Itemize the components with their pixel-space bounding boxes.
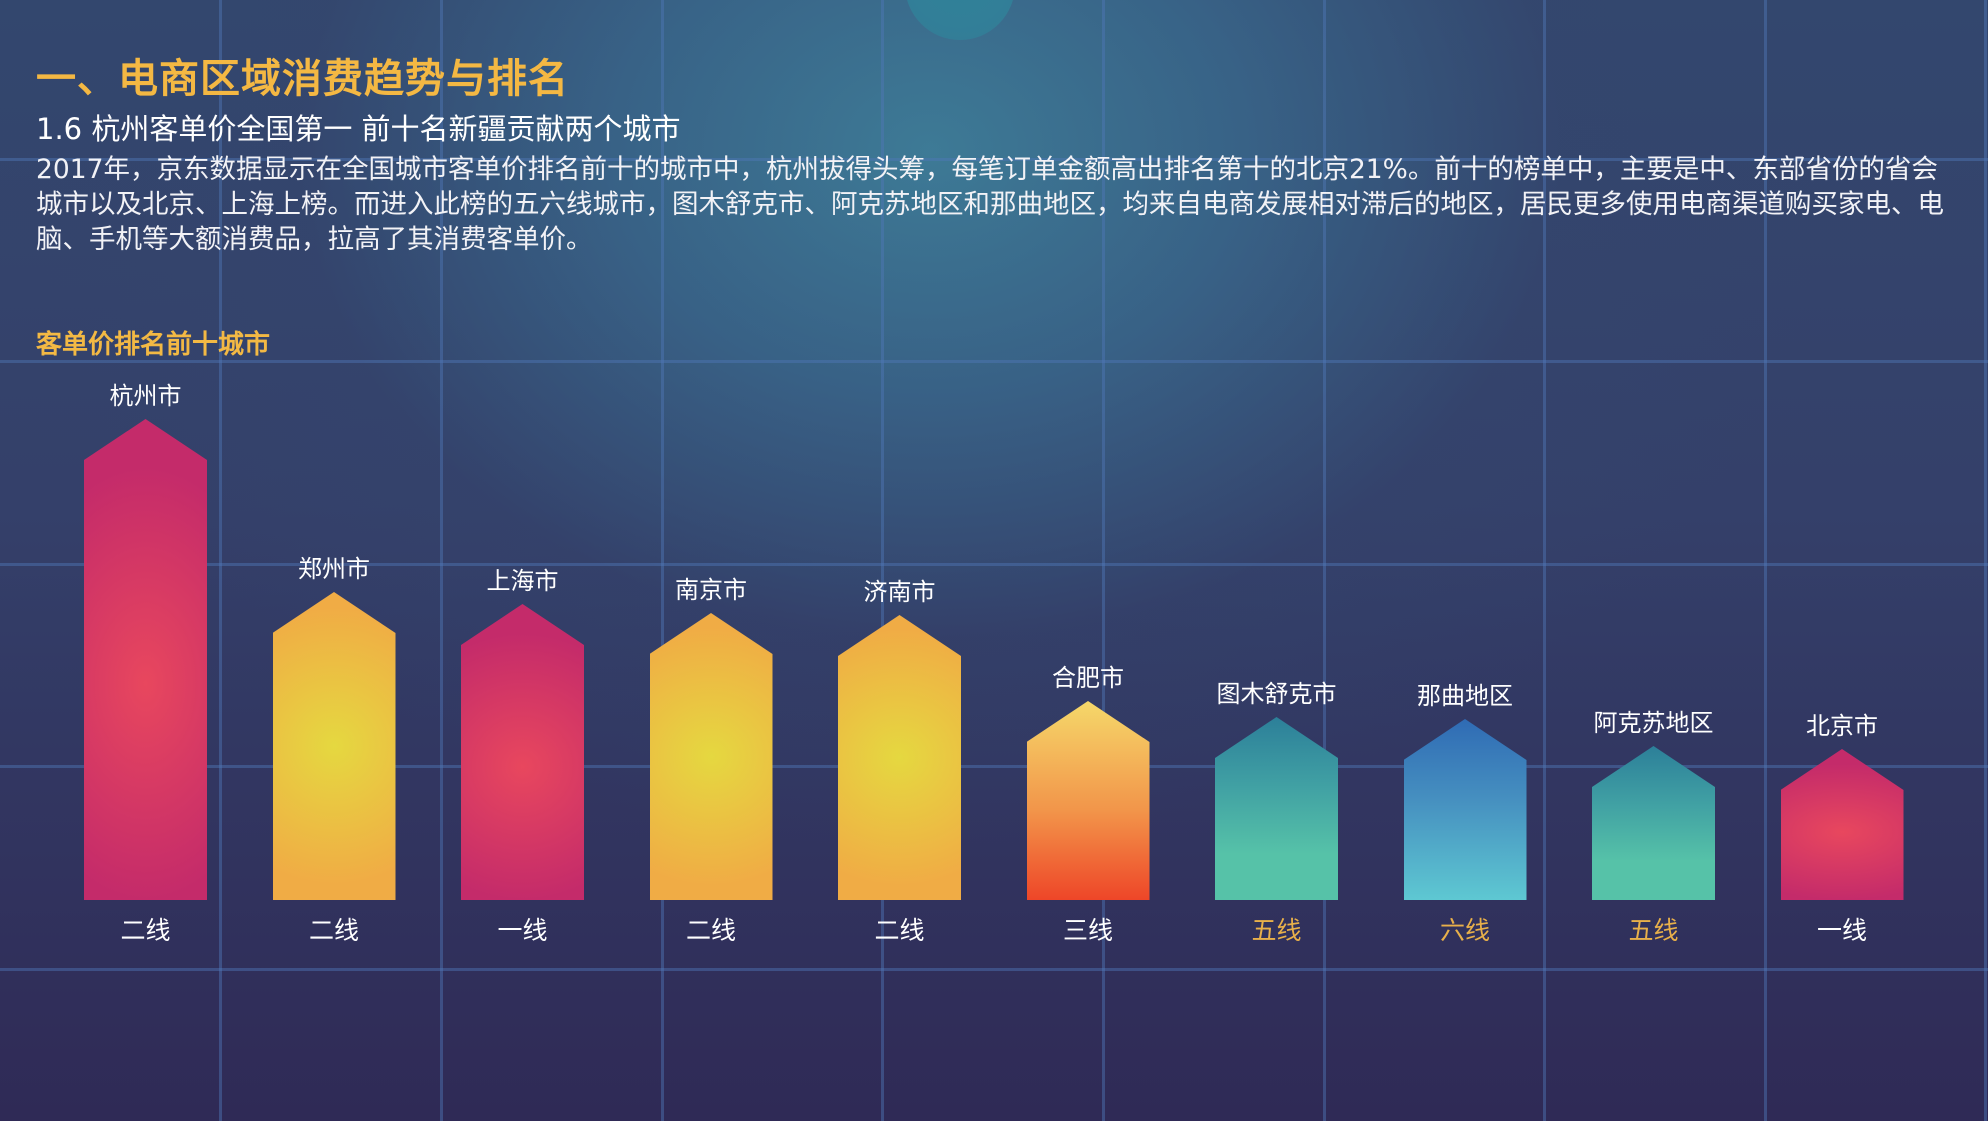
city-label: 北京市 — [1806, 712, 1878, 740]
city-tier-label: 二线 — [874, 916, 925, 945]
description-paragraph: 2017年，京东数据显示在全国城市客单价排名前十的城市中，杭州拔得头筹，每笔订单… — [36, 154, 1944, 255]
bar-6 — [1026, 701, 1150, 900]
city-label: 那曲地区 — [1417, 682, 1513, 710]
city-label: 杭州市 — [109, 382, 182, 410]
city-label: 图木舒克市 — [1216, 680, 1337, 708]
city-tier-label: 六线 — [1439, 916, 1490, 945]
bar-4 — [649, 613, 773, 900]
bar-7 — [1215, 717, 1338, 900]
city-tier-label: 五线 — [1628, 916, 1679, 945]
city-label: 济南市 — [863, 578, 936, 606]
section-subtitle: 1.6 杭州客单价全国第一 前十名新疆贡献两个城市 — [36, 112, 681, 146]
city-label: 合肥市 — [1052, 664, 1124, 692]
bar-3 — [461, 604, 584, 900]
city-tier-label: 一线 — [497, 916, 548, 945]
city-label: 南京市 — [675, 576, 747, 604]
city-tier-label: 三线 — [1062, 916, 1113, 945]
city-tier-label: 二线 — [120, 916, 171, 945]
page-title: 一、电商区域消费趋势与排名 — [36, 56, 569, 102]
decorative-circle — [905, 0, 1015, 40]
city-tier-label: 二线 — [308, 916, 359, 945]
city-tier-label: 二线 — [685, 916, 736, 945]
city-label: 上海市 — [486, 567, 559, 595]
bar-5 — [838, 615, 961, 900]
city-label: 阿克苏地区 — [1593, 709, 1714, 737]
bar-10 — [1780, 749, 1904, 900]
city-tier-label: 一线 — [1816, 916, 1867, 945]
bar-1 — [84, 419, 207, 900]
city-tier-label: 五线 — [1251, 916, 1302, 945]
bar-8 — [1403, 719, 1527, 900]
chart-title: 客单价排名前十城市 — [36, 330, 271, 360]
city-label: 郑州市 — [298, 555, 370, 583]
bar-2 — [272, 592, 396, 900]
bar-9 — [1592, 746, 1715, 900]
